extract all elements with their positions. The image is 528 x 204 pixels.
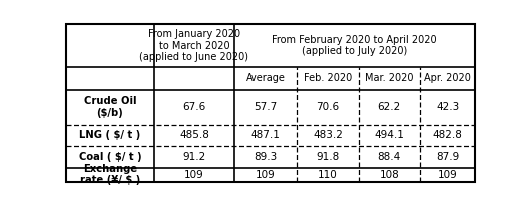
Text: 109: 109: [256, 170, 276, 180]
Text: Exchange
rate (¥/ $ ): Exchange rate (¥/ $ ): [80, 164, 140, 185]
Text: Apr. 2020: Apr. 2020: [424, 73, 471, 83]
Text: 67.6: 67.6: [182, 102, 205, 112]
Text: Crude Oil
($/b): Crude Oil ($/b): [84, 96, 136, 118]
Text: 108: 108: [380, 170, 399, 180]
Text: 70.6: 70.6: [316, 102, 340, 112]
Text: 482.8: 482.8: [432, 130, 463, 140]
Text: 88.4: 88.4: [378, 152, 401, 162]
Text: 109: 109: [184, 170, 204, 180]
Text: 483.2: 483.2: [313, 130, 343, 140]
Text: 91.8: 91.8: [316, 152, 340, 162]
Text: Mar. 2020: Mar. 2020: [365, 73, 413, 83]
Text: From January 2020
to March 2020
(applied to June 2020): From January 2020 to March 2020 (applied…: [139, 29, 248, 62]
Text: Coal ( $/ t ): Coal ( $/ t ): [79, 152, 142, 162]
Text: 109: 109: [438, 170, 457, 180]
Text: 62.2: 62.2: [378, 102, 401, 112]
Text: 87.9: 87.9: [436, 152, 459, 162]
Text: From February 2020 to April 2020
(applied to July 2020): From February 2020 to April 2020 (applie…: [272, 35, 437, 57]
Text: 42.3: 42.3: [436, 102, 459, 112]
Text: 57.7: 57.7: [254, 102, 277, 112]
Text: 110: 110: [318, 170, 338, 180]
Text: 89.3: 89.3: [254, 152, 277, 162]
Text: LNG ( $/ t ): LNG ( $/ t ): [79, 130, 140, 140]
Text: 91.2: 91.2: [182, 152, 205, 162]
Text: Average: Average: [246, 73, 286, 83]
Text: 487.1: 487.1: [251, 130, 280, 140]
Text: 485.8: 485.8: [179, 130, 209, 140]
Text: Feb. 2020: Feb. 2020: [304, 73, 352, 83]
Text: 494.1: 494.1: [374, 130, 404, 140]
